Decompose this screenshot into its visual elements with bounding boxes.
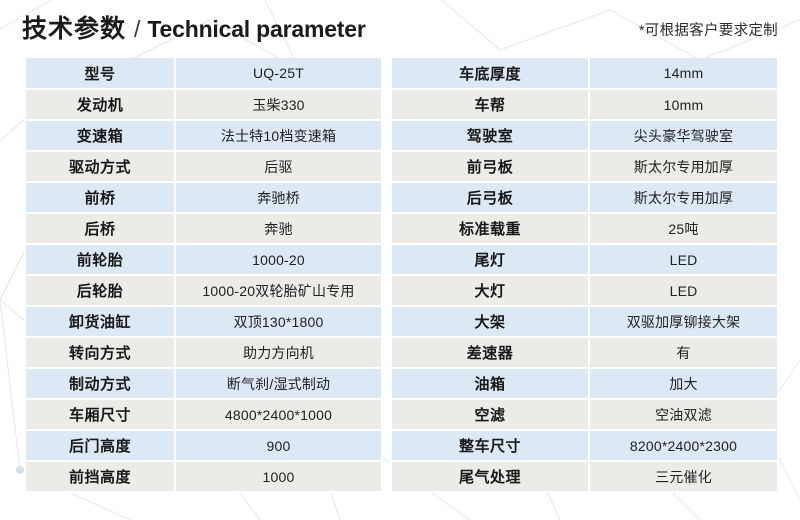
spec-row: 整车尺寸 8200*2400*2300	[390, 430, 779, 462]
spec-label-cell: 前挡高度	[24, 461, 176, 493]
spec-row: 大架 双驱加厚铆接大架	[390, 306, 779, 338]
spec-row: 后门高度 900	[24, 430, 383, 462]
spec-value-cell: 8200*2400*2300	[588, 430, 779, 462]
spec-row: 车厢尺寸 4800*2400*1000	[24, 399, 383, 431]
spec-label-cell: 驾驶室	[390, 120, 590, 152]
spec-value-cell: 三元催化	[588, 461, 779, 493]
customization-note: *可根据客户要求定制	[638, 22, 778, 39]
spec-value-cell: 4800*2400*1000	[174, 399, 383, 431]
spec-value-cell: 奔驰桥	[174, 182, 383, 214]
spec-label-cell: 前桥	[24, 182, 176, 214]
spec-row: 前挡高度 1000	[24, 461, 383, 493]
spec-row: 大灯 LED	[390, 275, 779, 307]
spec-row: 标准载重 25吨	[390, 213, 779, 245]
spec-value-cell: 10mm	[588, 89, 779, 121]
spec-value-cell: 加大	[588, 368, 779, 400]
spec-value-cell: 尖头豪华驾驶室	[588, 120, 779, 152]
spec-value-cell: LED	[588, 275, 779, 307]
spec-label-cell: 车帮	[390, 89, 590, 121]
spec-label-cell: 变速箱	[24, 120, 176, 152]
spec-row: 油箱 加大	[390, 368, 779, 400]
spec-value-cell: 空油双滤	[588, 399, 779, 431]
spec-label-cell: 后门高度	[24, 430, 176, 462]
spec-label-cell: 驱动方式	[24, 151, 176, 183]
spec-label-cell: 制动方式	[24, 368, 176, 400]
spec-label-cell: 大灯	[390, 275, 590, 307]
spec-value-cell: UQ-25T	[174, 58, 383, 90]
spec-row: 卸货油缸 双顶130*1800	[24, 306, 383, 338]
spec-row: 驱动方式 后驱	[24, 151, 383, 183]
spec-label-cell: 空滤	[390, 399, 590, 431]
spec-label-cell: 大架	[390, 306, 590, 338]
spec-row: 后弓板 斯太尔专用加厚	[390, 182, 779, 214]
spec-row: 前桥 奔驰桥	[24, 182, 383, 214]
spec-value-cell: 25吨	[588, 213, 779, 245]
spec-label-cell: 油箱	[390, 368, 590, 400]
spec-label-cell: 型号	[24, 58, 176, 90]
spec-row: 驾驶室 尖头豪华驾驶室	[390, 120, 779, 152]
spec-row: 前弓板 斯太尔专用加厚	[390, 151, 779, 183]
spec-value-cell: 斯太尔专用加厚	[588, 182, 779, 214]
spec-label-cell: 前弓板	[390, 151, 590, 183]
spec-label-cell: 整车尺寸	[390, 430, 590, 462]
spec-value-cell: 双顶130*1800	[174, 306, 383, 338]
spec-value-cell: 助力方向机	[174, 337, 383, 369]
spec-label-cell: 转向方式	[24, 337, 176, 369]
spec-row: 型号 UQ-25T	[24, 58, 383, 90]
spec-value-cell: 双驱加厚铆接大架	[588, 306, 779, 338]
spec-row: 后轮胎 1000-20双轮胎矿山专用	[24, 275, 383, 307]
spec-row: 尾气处理 三元催化	[390, 461, 779, 493]
spec-value-cell: 1000	[174, 461, 383, 493]
spec-label-cell: 差速器	[390, 337, 590, 369]
spec-row: 发动机 玉柴330	[24, 89, 383, 121]
page-title-english: Technical parameter	[147, 15, 366, 42]
spec-row: 转向方式 助力方向机	[24, 337, 383, 369]
spec-row: 空滤 空油双滤	[390, 399, 779, 431]
spec-value-cell: 有	[588, 337, 779, 369]
spec-row: 车底厚度 14mm	[390, 58, 779, 90]
spec-label-cell: 车厢尺寸	[24, 399, 176, 431]
spec-row: 变速箱 法士特10档变速箱	[24, 120, 383, 152]
spec-row: 差速器有	[390, 337, 779, 369]
page-title-chinese: 技术参数	[22, 14, 127, 43]
spec-value-cell: 断气刹/湿式制动	[174, 368, 383, 400]
spec-label-cell: 后弓板	[390, 182, 590, 214]
spec-table-left: 型号 UQ-25T 发动机 玉柴330 变速箱 法士特10档变速箱 驱动方式 后驱 前桥 奔驰桥后…	[24, 58, 383, 493]
spec-value-cell: 玉柴330	[174, 89, 383, 121]
spec-value-cell: 1000-20	[174, 244, 383, 276]
spec-label-cell: 尾气处理	[390, 461, 590, 493]
spec-row: 尾灯 LED	[390, 244, 779, 276]
spec-label-cell: 卸货油缸	[24, 306, 176, 338]
spec-table-right-body: 车底厚度 14mm 车帮 10mm 驾驶室 尖头豪华驾驶室 前弓板 斯太尔专用加厚 后弓板 斯太尔…	[390, 58, 779, 493]
page-title: 技术参数 / Technical parameter	[22, 14, 366, 43]
spec-table-left-body: 型号 UQ-25T 发动机 玉柴330 变速箱 法士特10档变速箱 驱动方式 后驱 前桥 奔驰桥后…	[24, 58, 383, 493]
spec-row: 前轮胎 1000-20	[24, 244, 383, 276]
spec-value-cell: 1000-20双轮胎矿山专用	[174, 275, 383, 307]
spec-value-cell: 14mm	[588, 58, 779, 90]
spec-label-cell: 标准载重	[390, 213, 590, 245]
spec-value-cell: 900	[174, 430, 383, 462]
spec-label-cell: 前轮胎	[24, 244, 176, 276]
spec-label-cell: 后桥	[24, 213, 176, 245]
spec-row: 后桥 奔驰	[24, 213, 383, 245]
spec-table-right: 车底厚度 14mm 车帮 10mm 驾驶室 尖头豪华驾驶室 前弓板 斯太尔专用加厚 后弓板 斯太尔…	[390, 58, 779, 493]
spec-value-cell: 斯太尔专用加厚	[588, 151, 779, 183]
spec-value-cell: 奔驰	[174, 213, 383, 245]
spec-value-cell: 后驱	[174, 151, 383, 183]
spec-label-cell: 尾灯	[390, 244, 590, 276]
spec-row: 制动方式 断气刹/湿式制动	[24, 368, 383, 400]
spec-value-cell: 法士特10档变速箱	[174, 120, 383, 152]
spec-label-cell: 车底厚度	[390, 58, 590, 90]
spec-label-cell: 后轮胎	[24, 275, 176, 307]
spec-value-cell: LED	[588, 244, 779, 276]
spec-row: 车帮 10mm	[390, 89, 779, 121]
page-header: 技术参数 / Technical parameter *可根据客户要求定制	[0, 0, 800, 58]
page-title-separator: /	[134, 15, 141, 42]
spec-label-cell: 发动机	[24, 89, 176, 121]
